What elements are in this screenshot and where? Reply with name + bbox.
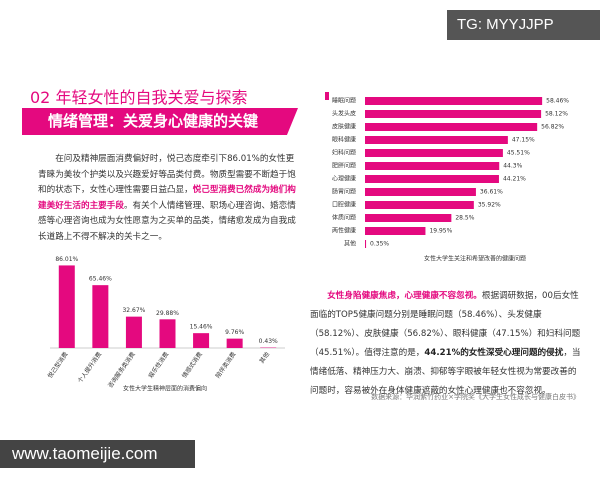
chart-title: 女性大学生精神层面的消费偏向 — [123, 385, 207, 393]
bar — [58, 265, 75, 348]
bar — [365, 123, 538, 131]
marker — [325, 92, 329, 100]
bar — [365, 188, 476, 196]
value-label: 28.5% — [455, 215, 474, 222]
intro: 在问及精神层面消费偏好时，悦己态度牵引下86.01%的女性更青睐为美妆个护类以及… — [38, 152, 300, 245]
bar — [365, 175, 499, 183]
category-label: 肠胃问题 — [332, 188, 356, 196]
bar — [159, 319, 176, 348]
value-label: 45.51% — [507, 150, 530, 157]
watermark: www.taomeijie.com — [0, 440, 195, 468]
category-label: 其他 — [258, 350, 271, 364]
chart-title: 女性大学生关注和希望改善的健康问题 — [424, 255, 526, 263]
text: 。有关个人情绪管理、职场心理咨询、婚恋情感等心理咨询也成为女性愿意为之买单的品类… — [38, 200, 296, 242]
value-label: 9.76% — [225, 329, 244, 336]
banner: 情绪管理：关爱身心健康的关键 — [22, 108, 298, 135]
bar — [365, 162, 500, 170]
category-label: 娱乐性消费 — [147, 350, 171, 379]
category-label: 肥胖问题 — [332, 162, 356, 170]
value-label: 86.01% — [55, 256, 78, 263]
category-label: 咨询服务类消费 — [106, 350, 137, 389]
category-label: 陪伴类消费 — [214, 350, 238, 379]
value-label: 47.15% — [512, 137, 535, 144]
bar — [92, 285, 109, 348]
category-label: 两性健康 — [332, 227, 356, 235]
text: 根据调研数据，00后女性面临的TOP5健康问题分别是睡眠问题（58.46%）、头… — [310, 291, 581, 358]
value-label: 35.92% — [478, 202, 501, 209]
text: ，当情绪低落、精神压力大、崩溃、抑郁等字眼被年轻女性视为常要改善的问题时，容易被… — [310, 348, 581, 396]
value-label: 19.95% — [429, 228, 452, 235]
category-label: 体质问题 — [332, 214, 356, 222]
category-label: 口腔健康 — [332, 201, 356, 209]
bar — [226, 338, 243, 348]
value-label: 65.46% — [89, 276, 112, 283]
source: 数据来源：华润紫竹药业×学院奖《大学生女性成长与健康白皮书》 — [371, 393, 580, 401]
bar — [193, 333, 210, 348]
bar — [365, 227, 426, 235]
value-label: 56.82% — [541, 124, 564, 131]
category-label: 情感式消费 — [180, 350, 204, 379]
value-label: 36.61% — [480, 189, 503, 196]
highlight: 44.21%的女性深受心理问题的侵扰 — [424, 348, 564, 358]
value-label: 0.43% — [259, 338, 278, 345]
bar — [365, 110, 542, 118]
value-label: 44.3% — [503, 163, 522, 170]
value-label: 15.46% — [190, 324, 213, 331]
category-label: 皮肤健康 — [332, 123, 356, 131]
bar — [125, 316, 142, 348]
value-label: 29.88% — [156, 310, 179, 317]
category-label: 个人提升消费 — [76, 350, 103, 384]
category-label: 悦己型消费 — [46, 350, 70, 379]
category-label: 心理健康 — [332, 175, 356, 183]
category-label: 头发头皮 — [332, 110, 356, 118]
watermark: TG: MYYJJPP — [447, 10, 600, 40]
bar — [365, 136, 508, 144]
category-label: 其他 — [344, 240, 356, 248]
bar — [365, 240, 367, 248]
analysis: 女性身陷健康焦虑，心理健康不容忽视。根据调研数据，00后女性面临的TOP5健康问… — [310, 287, 582, 401]
value-label: 44.21% — [503, 176, 526, 183]
heading: 02 年轻女性的自我关爱与探索 — [30, 88, 248, 107]
bar — [365, 201, 474, 209]
bar — [365, 97, 543, 105]
value-label: 32.67% — [122, 307, 145, 314]
bar — [365, 149, 503, 157]
highlight: 悦己型消费已然成为她们构建美好生活的主要手段 — [38, 185, 296, 211]
value-label: 58.46% — [546, 98, 569, 105]
value-label: 58.12% — [545, 111, 568, 118]
category-label: 妇科问题 — [332, 149, 356, 157]
value-label: 0.35% — [370, 241, 389, 248]
category-label: 睡眠问题 — [332, 97, 356, 105]
highlight: 女性身陷健康焦虑，心理健康不容忽视。 — [327, 291, 482, 301]
bar — [365, 214, 452, 222]
text: 在问及精神层面消费偏好时，悦己态度牵引下86.01%的女性更青睐为美妆个护类以及… — [38, 154, 296, 195]
category-label: 眼科健康 — [332, 136, 356, 144]
